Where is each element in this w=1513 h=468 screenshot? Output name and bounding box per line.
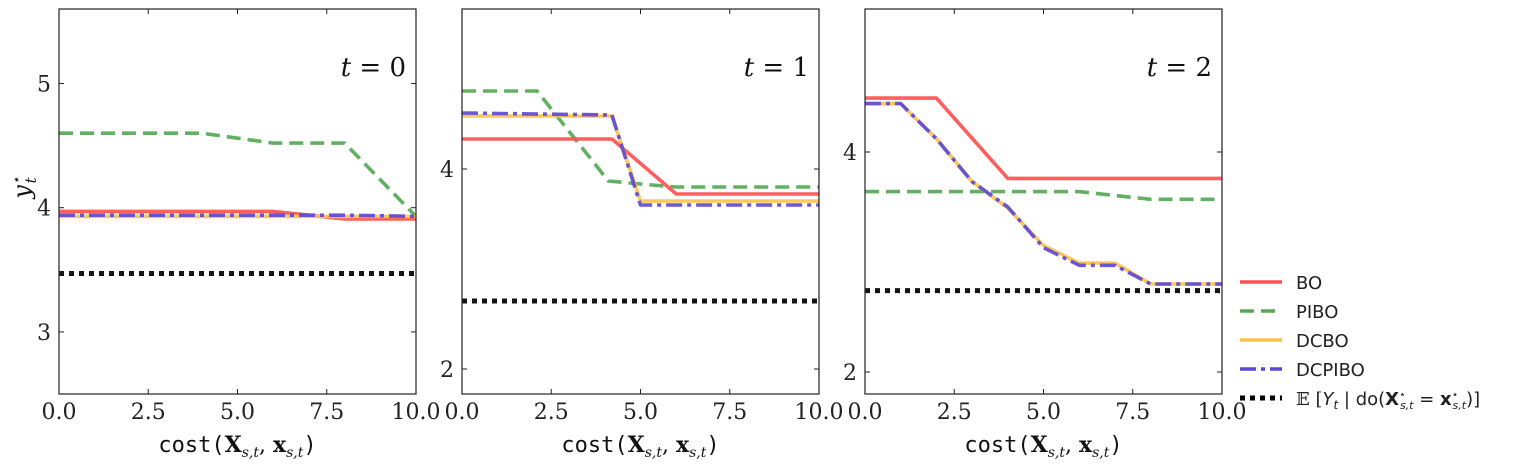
y-tick-label: 2 [843, 361, 857, 386]
panel-time-label: t = 1 [744, 53, 809, 83]
x-tick-label: 2.5 [534, 400, 569, 425]
series-line-dcpibo [59, 213, 416, 219]
x-tick-label: 2.5 [131, 400, 166, 425]
y-axis-label: y⋆t [8, 176, 40, 200]
plot-area [59, 131, 416, 276]
subplot-2: 0.0 2.5 5.0 7.5 10.0 2 4 cost(Xs,t, xs,t) t = 2 [843, 8, 1247, 461]
x-tick-label: 0.0 [42, 400, 77, 425]
plot-area [462, 89, 819, 304]
legend-label: 𝔼 [Yt | do(X⋆ s,t = x⋆ s,t)] [1296, 388, 1480, 412]
series-line-pibo [462, 89, 819, 189]
x-tick-label: 10.0 [795, 400, 844, 425]
y-tick-label: 5 [37, 73, 51, 98]
x-axis-label: cost(Xs,t, xs,t) [561, 432, 719, 461]
y-tick-label: 4 [440, 158, 454, 183]
series-line-dcbo [865, 101, 1222, 286]
x-tick-label: 10.0 [392, 400, 441, 425]
series-line-dcpibo [462, 111, 819, 207]
series-line-pibo [59, 131, 416, 218]
series-line-bo [462, 137, 819, 196]
subplot-1: 0.0 2.5 5.0 7.5 10.0 2 4 cost(Xs,t, xs,t) t = 1 [440, 8, 844, 461]
legend-label: PIBO [1296, 302, 1338, 323]
x-tick-label: 7.5 [309, 400, 344, 425]
x-tick-label: 0.0 [445, 400, 480, 425]
plot-area [865, 96, 1222, 294]
x-tick-label: 10.0 [1198, 400, 1247, 425]
series-line-dcpibo [865, 101, 1222, 286]
panel-time-label: t = 2 [1147, 53, 1212, 83]
x-tick-label: 7.5 [1115, 400, 1150, 425]
panel-time-label: t = 0 [341, 53, 406, 83]
x-tick-label: 0.0 [848, 400, 883, 425]
y-tick-label: 3 [37, 321, 51, 346]
subplot-0: 0.0 2.5 5.0 7.5 10.0 3 4 5 cost(Xs,t, xs,t) t = 0… [8, 8, 441, 461]
legend-label: BO [1296, 273, 1322, 294]
x-axis-label: cost(Xs,t, xs,t) [964, 432, 1122, 461]
y-tick-label: 4 [843, 141, 857, 166]
series-line-bo [865, 96, 1222, 181]
y-tick-label: 2 [440, 358, 454, 383]
x-tick-label: 5.0 [1026, 400, 1061, 425]
y-tick-label: 4 [37, 197, 51, 222]
legend-label: DCPIBO [1296, 360, 1365, 381]
series-line-pibo [865, 189, 1222, 202]
x-axis-label: cost(Xs,t, xs,t) [158, 432, 316, 461]
x-tick-label: 7.5 [712, 400, 747, 425]
x-tick-label: 5.0 [623, 400, 658, 425]
legend-label: DCBO [1296, 331, 1349, 352]
x-tick-label: 2.5 [937, 400, 972, 425]
x-tick-label: 5.0 [220, 400, 255, 425]
legend: BO PIBO DCBO DCPIBO 𝔼 [Yt | do(X⋆ s,t = x⋆ s,t… [1240, 273, 1480, 412]
